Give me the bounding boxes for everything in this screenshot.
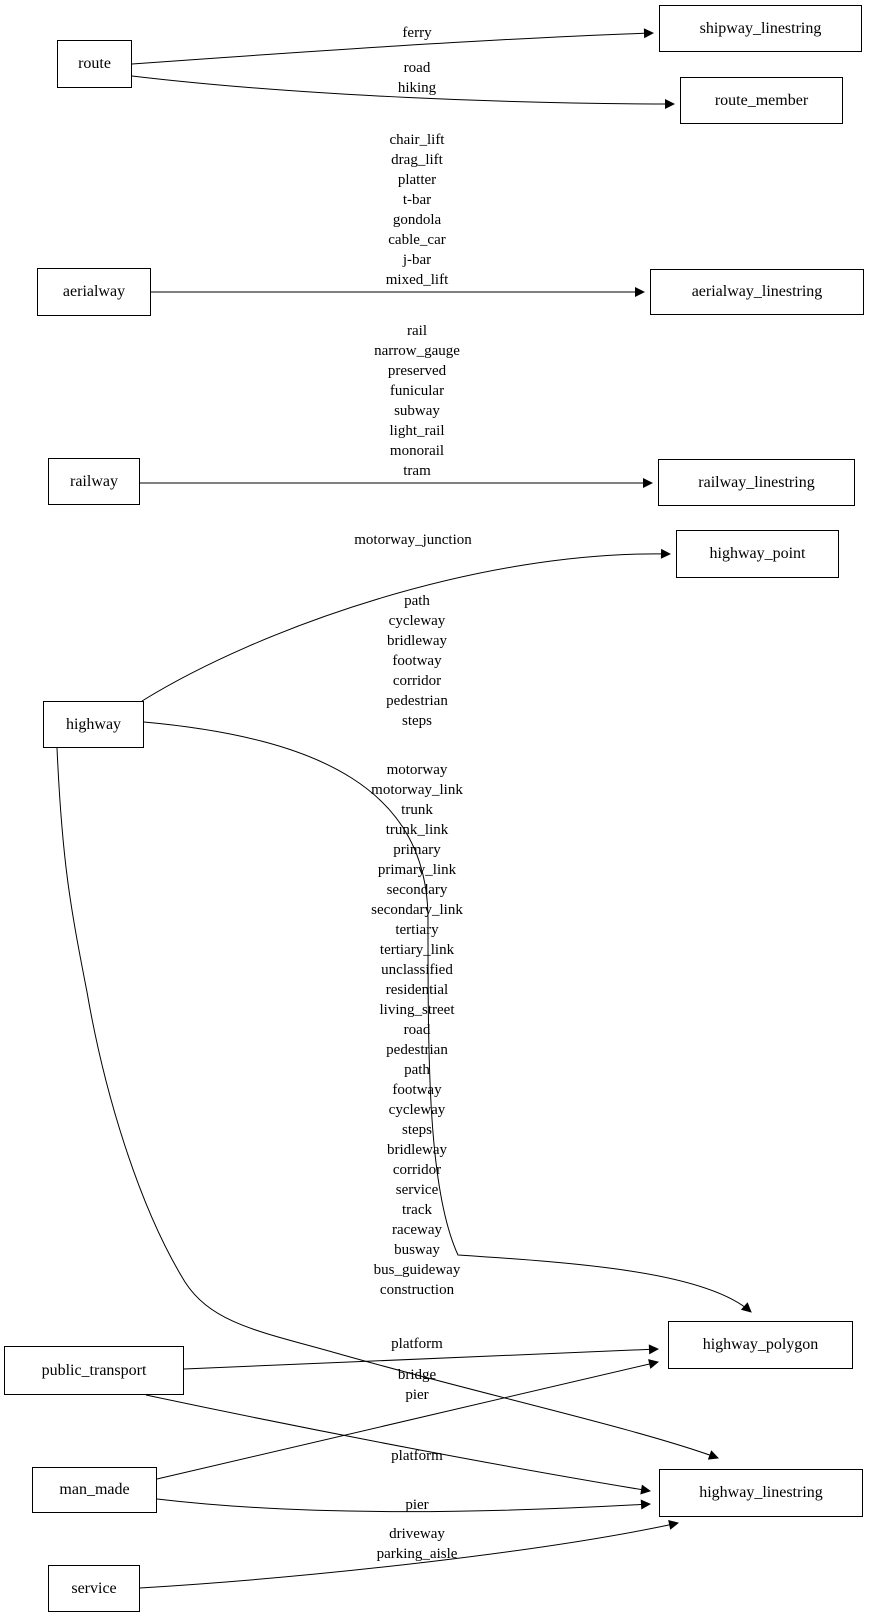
edge-label-bridge-pier: bridge pier [397, 1367, 437, 1403]
edge-highway-to-point [141, 548, 671, 702]
edge-route-to-member [131, 75, 675, 109]
node-public-transport: public_transport [4, 1346, 184, 1395]
node-highway-linestring: highway_linestring [659, 1469, 863, 1517]
edge-label-highway-polygon-types: path cycleway bridleway footway corridor… [386, 593, 448, 729]
edge-service-to-linestring [139, 1520, 679, 1589]
edge-man-made-to-polygon [156, 1359, 659, 1480]
edge-label-railway-types: rail narrow_gauge preserved funicular su… [374, 323, 460, 479]
edge-label-motorway-junction: motorway_junction [354, 532, 472, 548]
edge-label-driveway-parking-aisle: driveway parking_aisle [376, 1526, 458, 1562]
edge-label-ferry: ferry [402, 25, 432, 41]
edge-highway-to-polygon [143, 721, 752, 1313]
edge-highway-to-linestring [56, 747, 719, 1460]
edge-label-road-hiking: road hiking [397, 60, 437, 96]
node-highway-point: highway_point [676, 530, 839, 578]
edge-public-transport-to-polygon [183, 1344, 659, 1370]
edge-public-transport-to-linestring [145, 1394, 651, 1495]
edge-man-made-to-linestring [156, 1498, 651, 1513]
node-route-member: route_member [680, 77, 843, 124]
node-man-made: man_made [32, 1467, 157, 1513]
node-service: service [48, 1565, 140, 1612]
edge-label-aerialway-types: chair_lift drag_lift platter t-bar gondo… [385, 132, 449, 288]
edge-label-platform-linestring: platform [391, 1448, 443, 1464]
edge-label-highway-linestring-types: motorway motorway_link trunk trunk_link … [371, 762, 463, 1298]
node-aerialway-linestring: aerialway_linestring [650, 269, 864, 315]
node-aerialway: aerialway [37, 268, 151, 316]
node-railway: railway [48, 458, 140, 505]
node-route: route [57, 40, 132, 88]
edge-label-pier-linestring: pier [405, 1497, 429, 1513]
edge-label-platform-polygon: platform [391, 1336, 443, 1352]
node-shipway-linestring: shipway_linestring [659, 5, 862, 52]
node-highway: highway [43, 701, 144, 748]
edge-route-to-shipway [131, 28, 654, 65]
node-railway-linestring: railway_linestring [658, 459, 855, 506]
node-highway-polygon: highway_polygon [668, 1321, 853, 1369]
